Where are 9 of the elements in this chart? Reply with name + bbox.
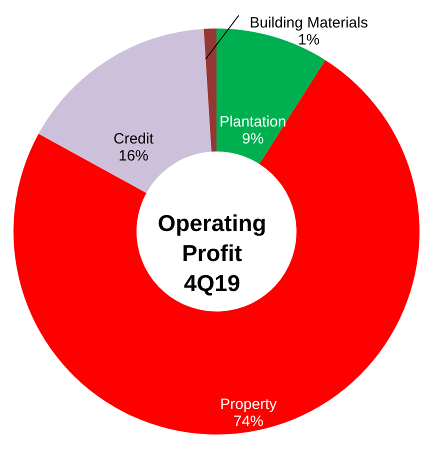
slice-label: Plantation	[220, 113, 286, 130]
slice-label: Building Materials	[250, 14, 368, 32]
text: Operating Profit 4Q19	[158, 210, 266, 296]
slice-label: Credit	[113, 130, 154, 148]
data-label: 16%	[118, 147, 149, 164]
data-label: 1%	[298, 31, 320, 48]
data-label: 74%	[233, 412, 264, 430]
data-label: 9%	[242, 130, 264, 148]
slice-label: Property	[220, 396, 278, 413]
